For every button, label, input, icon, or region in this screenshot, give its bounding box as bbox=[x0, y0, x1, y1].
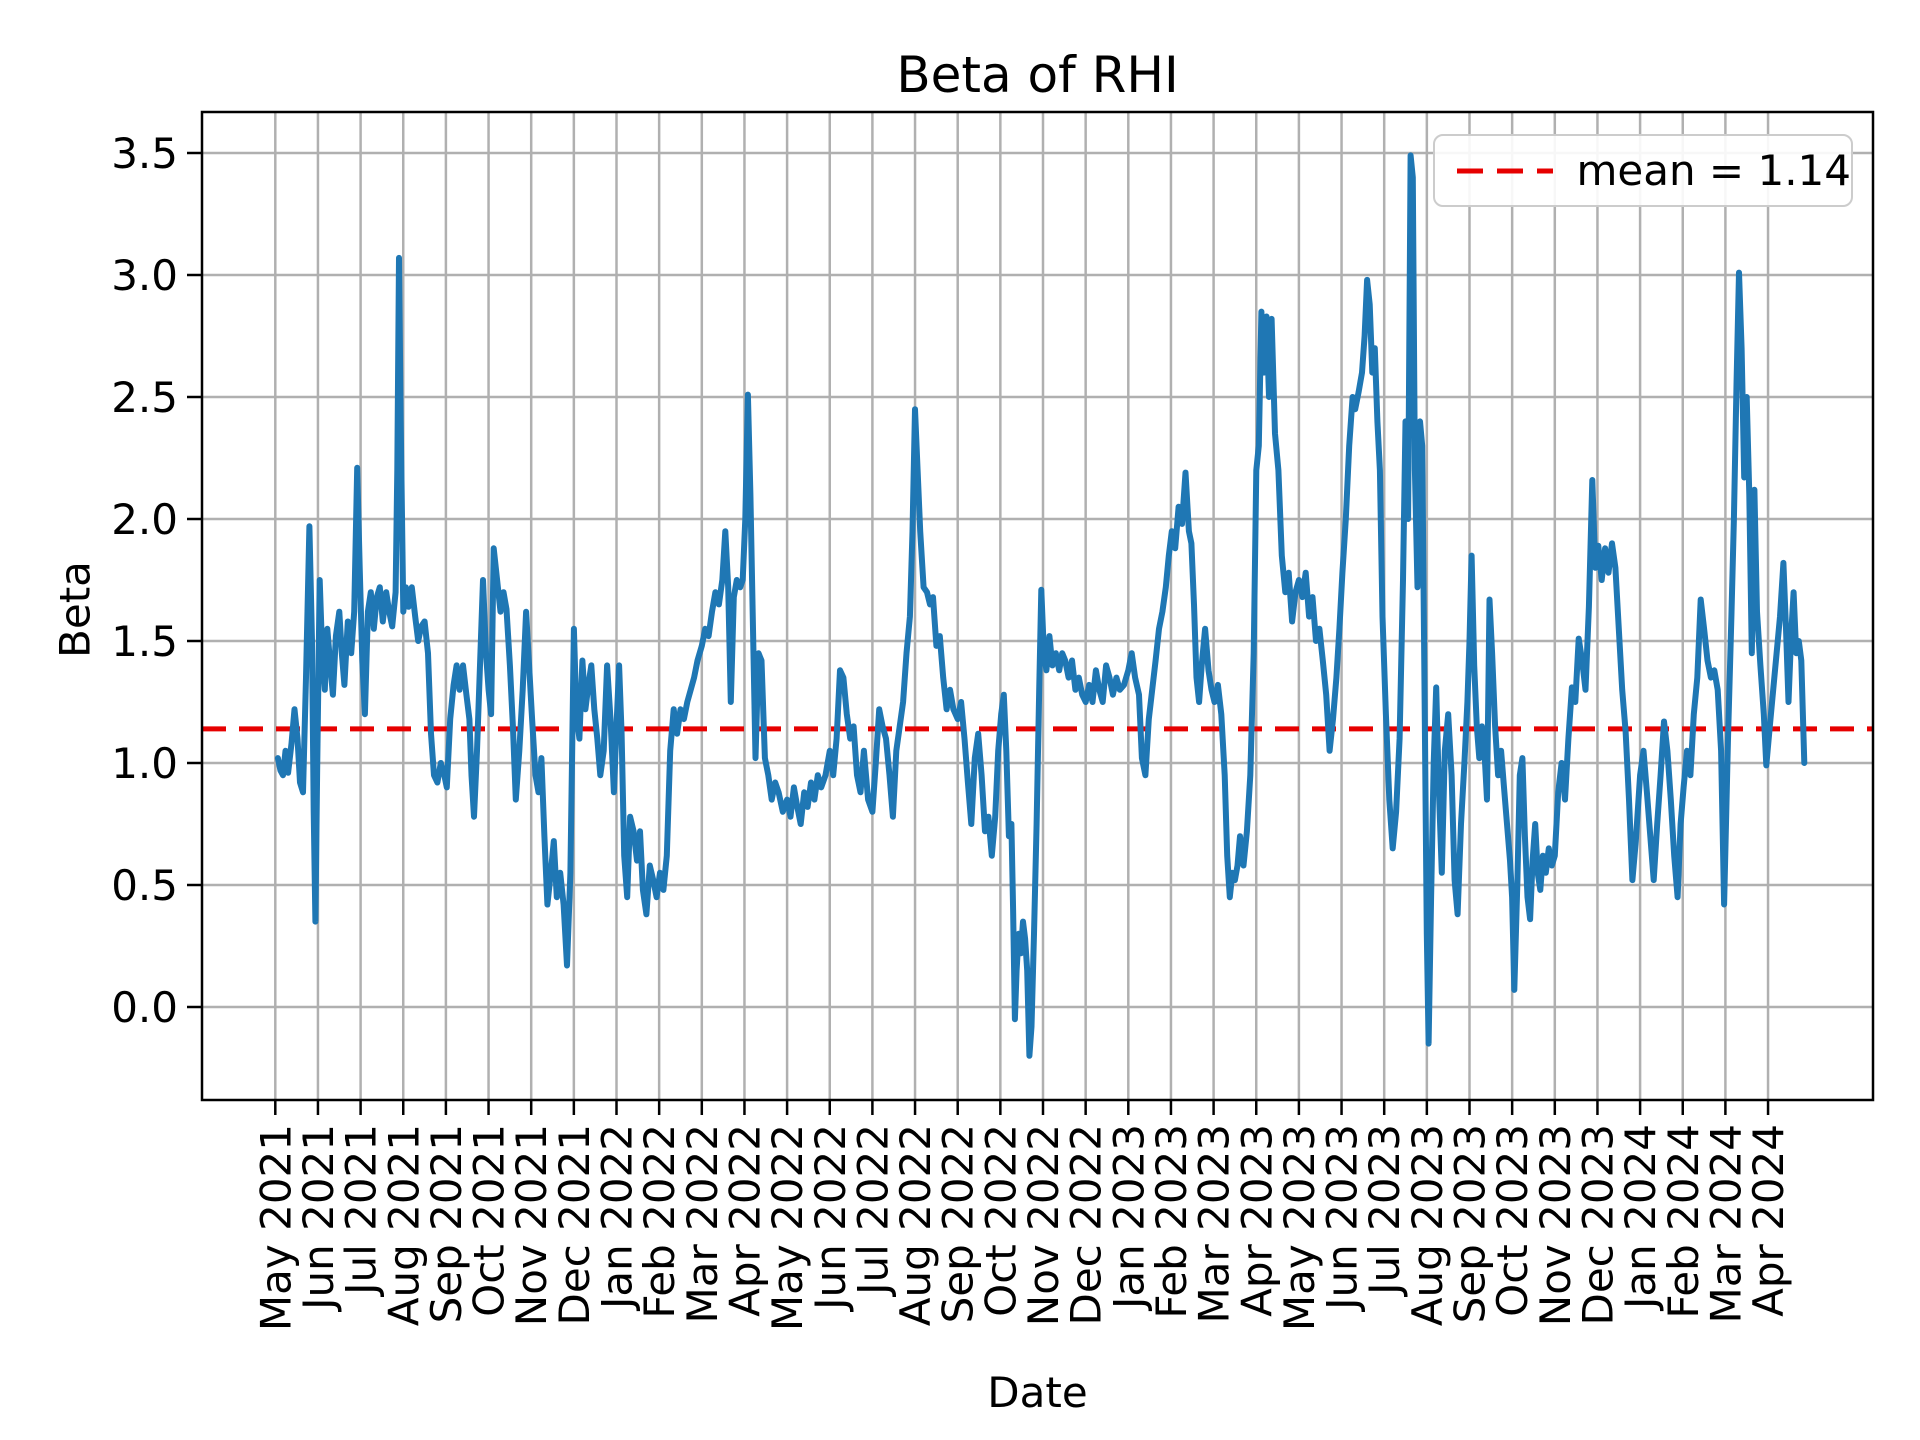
mean-dash-icon bbox=[1457, 168, 1553, 173]
x-tick-label: Nov 2022 bbox=[1019, 1124, 1068, 1326]
x-tick-label: Nov 2023 bbox=[1531, 1124, 1580, 1326]
y-tick-label: 1.5 bbox=[111, 617, 178, 666]
x-tick-label: Feb 2022 bbox=[635, 1124, 684, 1319]
x-tick-label: Apr 2023 bbox=[1232, 1124, 1281, 1317]
x-tick-label: Jul 2021 bbox=[337, 1124, 386, 1298]
x-tick-label: Jun 2022 bbox=[806, 1124, 855, 1313]
x-tick-label: Mar 2022 bbox=[678, 1124, 727, 1323]
legend: mean = 1.14 bbox=[1433, 134, 1853, 207]
x-tick-label: Aug 2021 bbox=[379, 1124, 428, 1326]
x-tick-label: Dec 2022 bbox=[1062, 1124, 1111, 1326]
x-tick-label: Oct 2021 bbox=[465, 1124, 514, 1317]
x-tick-label: Jun 2021 bbox=[294, 1124, 343, 1313]
y-tick-label: 0.0 bbox=[111, 983, 178, 1032]
x-tick-label: Jul 2023 bbox=[1360, 1124, 1409, 1298]
x-tick-label: Aug 2022 bbox=[891, 1124, 940, 1326]
x-tick-label: Aug 2023 bbox=[1403, 1124, 1452, 1326]
x-tick-label: Jun 2023 bbox=[1318, 1124, 1367, 1313]
x-tick-label: Mar 2023 bbox=[1190, 1124, 1239, 1323]
y-tick-label: 3.5 bbox=[111, 129, 178, 178]
gridlines bbox=[202, 112, 1873, 1100]
y-tick-label: 2.5 bbox=[111, 373, 178, 422]
chart-title: Beta of RHI bbox=[896, 46, 1179, 104]
x-tick-label: Feb 2023 bbox=[1147, 1124, 1196, 1319]
x-tick-label: Nov 2021 bbox=[507, 1124, 556, 1326]
x-tick-label: Feb 2024 bbox=[1659, 1124, 1708, 1319]
x-tick-label: Dec 2021 bbox=[550, 1124, 599, 1326]
beta-series-line bbox=[274, 152, 1808, 1059]
x-tick-label: Apr 2022 bbox=[721, 1124, 770, 1317]
y-axis-label: Beta bbox=[50, 561, 100, 658]
x-tick-label: May 2021 bbox=[251, 1124, 300, 1331]
y-tick-label: 2.0 bbox=[111, 495, 178, 544]
y-tick-label: 0.5 bbox=[111, 861, 178, 910]
x-axis-label: Date bbox=[987, 1368, 1088, 1417]
tick-marks bbox=[187, 151, 1770, 1115]
y-tick-label: 3.0 bbox=[111, 251, 178, 300]
x-tick-label: Sep 2021 bbox=[422, 1124, 471, 1323]
x-tick-label: Jan 2024 bbox=[1616, 1124, 1665, 1312]
x-tick-label: Sep 2023 bbox=[1446, 1124, 1495, 1323]
axes-spines bbox=[200, 110, 1875, 1102]
x-tick-label: Oct 2022 bbox=[976, 1124, 1025, 1317]
x-tick-label: Dec 2023 bbox=[1573, 1124, 1622, 1326]
y-tick-label: 1.0 bbox=[111, 739, 178, 788]
x-tick-label: Sep 2022 bbox=[934, 1124, 983, 1323]
x-tick-label: Mar 2024 bbox=[1701, 1124, 1750, 1323]
x-tick-label: Jul 2022 bbox=[848, 1124, 897, 1298]
x-tick-label: Jan 2023 bbox=[1104, 1124, 1153, 1312]
x-tick-label: Oct 2023 bbox=[1488, 1124, 1537, 1317]
x-tick-label: Jan 2022 bbox=[593, 1124, 642, 1312]
x-tick-label: Apr 2024 bbox=[1744, 1124, 1793, 1317]
x-tick-label: May 2023 bbox=[1275, 1124, 1324, 1331]
legend-label: mean = 1.14 bbox=[1576, 146, 1851, 195]
x-tick-label: May 2022 bbox=[763, 1124, 812, 1331]
